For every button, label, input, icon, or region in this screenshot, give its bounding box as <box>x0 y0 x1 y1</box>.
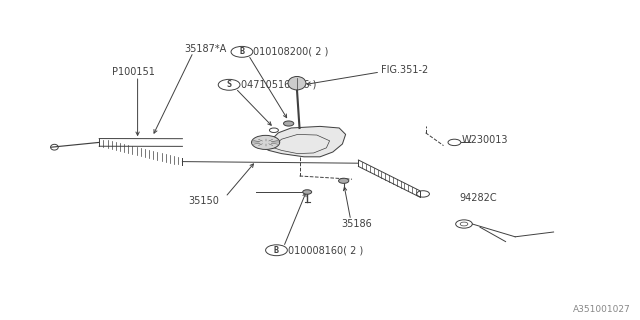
Circle shape <box>252 135 280 149</box>
Circle shape <box>339 178 349 183</box>
Circle shape <box>303 190 312 194</box>
Circle shape <box>284 121 294 126</box>
Text: FIG.351-2: FIG.351-2 <box>381 65 428 76</box>
Ellipse shape <box>288 76 306 90</box>
Text: S: S <box>227 80 232 89</box>
Text: 35150: 35150 <box>189 196 220 206</box>
Polygon shape <box>266 126 346 157</box>
Text: A351001027: A351001027 <box>573 305 630 314</box>
Text: 047105160( 6 ): 047105160( 6 ) <box>241 80 316 90</box>
Text: W230013: W230013 <box>462 135 509 145</box>
Text: 35187*A: 35187*A <box>184 44 227 54</box>
Text: 010008160( 2 ): 010008160( 2 ) <box>288 245 364 255</box>
Text: 94282C: 94282C <box>460 193 497 204</box>
Text: 010108200( 2 ): 010108200( 2 ) <box>253 47 329 57</box>
Text: B: B <box>274 246 279 255</box>
Text: P100151: P100151 <box>112 67 155 77</box>
Text: 35186: 35186 <box>341 219 372 229</box>
Text: B: B <box>239 47 244 56</box>
